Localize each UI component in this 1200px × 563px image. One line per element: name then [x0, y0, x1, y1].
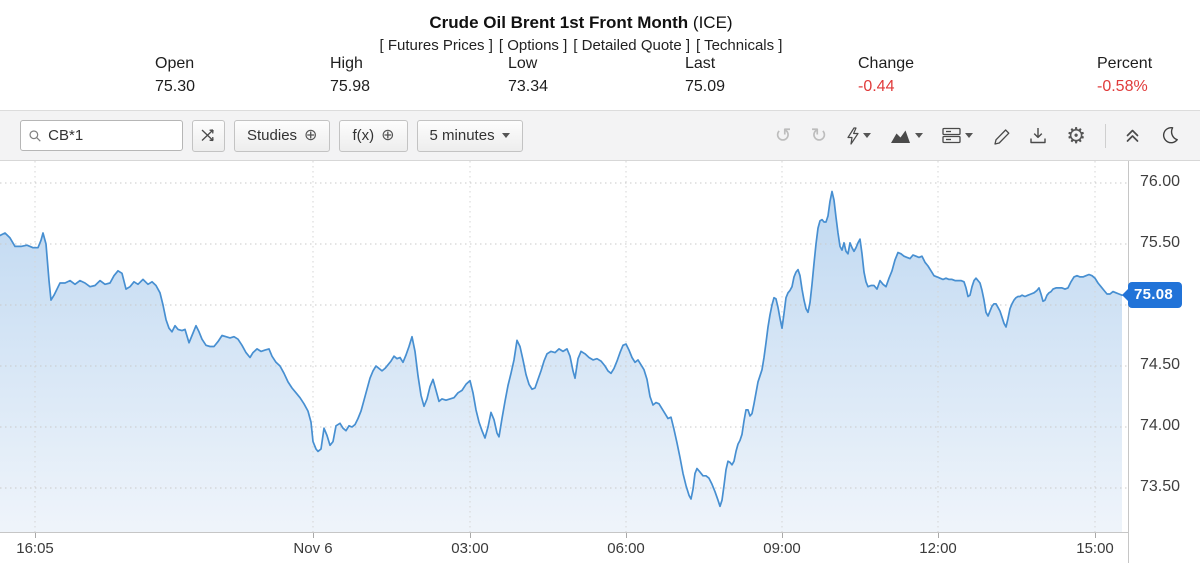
- price-label-4: 74.00: [1140, 416, 1181, 434]
- compare-button[interactable]: [192, 119, 225, 152]
- layout-panels-dropdown[interactable]: [942, 127, 974, 144]
- exchange-suffix: (ICE): [688, 13, 733, 32]
- settings-button[interactable]: ⚙: [1066, 122, 1086, 148]
- download-icon: [1030, 128, 1046, 144]
- chart-type-dropdown[interactable]: [890, 128, 924, 144]
- time-label-0: 16:05: [16, 540, 54, 557]
- quote-label-change: Change: [858, 55, 915, 72]
- time-tick: [782, 533, 783, 538]
- chevron-down-icon: [501, 133, 510, 138]
- symbol-name: Crude Oil Brent 1st Front Month: [429, 13, 689, 32]
- fx-expressions-button[interactable]: f(x) ⊕: [339, 119, 408, 152]
- quote-label-percent: Percent: [1097, 55, 1153, 72]
- quote-value-last: 75.09: [685, 78, 726, 95]
- price-line-chart: [0, 161, 1128, 532]
- undo-button[interactable]: ↺: [775, 126, 792, 146]
- quote-col-change: Change -0.44: [858, 55, 914, 96]
- quote-header: Crude Oil Brent 1st Front Month (ICE) [ …: [0, 0, 1200, 110]
- redo-icon: ↻: [810, 124, 828, 147]
- studies-label: Studies: [247, 127, 298, 144]
- add-circle-icon: ⊕: [381, 126, 395, 144]
- time-tick: [1095, 533, 1096, 538]
- studies-button[interactable]: Studies ⊕: [234, 119, 331, 152]
- add-circle-icon: ⊕: [304, 126, 318, 144]
- quote-label-high: High: [330, 55, 363, 72]
- collapse-toolbar-button[interactable]: [1125, 128, 1140, 143]
- time-label-3: 06:00: [607, 540, 645, 557]
- interval-dropdown[interactable]: 5 minutes: [416, 119, 523, 152]
- time-tick: [938, 533, 939, 538]
- time-label-2: 03:00: [451, 540, 489, 557]
- quote-label-last: Last: [685, 55, 716, 72]
- quote-links: [ Futures Prices ] [ Options ] [ Detailed …: [0, 37, 1162, 54]
- price-label-3: 74.50: [1140, 355, 1181, 373]
- quote-value-change: -0.44: [858, 78, 895, 95]
- quote-label-low: Low: [508, 55, 538, 72]
- layout-panels-icon: [942, 127, 961, 144]
- time-label-1: Nov 6: [293, 540, 333, 557]
- quote-col-percent: Percent -0.58%: [1097, 55, 1152, 96]
- quote-col-open: Open 75.30: [155, 55, 195, 96]
- time-tick: [626, 533, 627, 538]
- price-label-0: 76.00: [1140, 172, 1181, 190]
- quote-link-2[interactable]: [ Detailed Quote ]: [573, 37, 691, 54]
- interval-label: 5 minutes: [429, 127, 495, 144]
- time-label-6: 15:00: [1076, 540, 1114, 557]
- time-tick: [470, 533, 471, 538]
- quote-col-low: Low 73.34: [508, 55, 548, 96]
- quote-label-open: Open: [155, 55, 195, 72]
- price-chart-surface[interactable]: 16:05 Nov 6 03:00 06:00 09:00 12:00 15:00: [0, 161, 1128, 563]
- chart-region: 16:05 Nov 6 03:00 06:00 09:00 12:00 15:00 75.0…: [0, 161, 1200, 563]
- quote-link-1[interactable]: [ Options ]: [498, 37, 568, 54]
- quote-value-percent: -0.58%: [1097, 78, 1148, 95]
- quote-col-last: Last 75.09: [685, 55, 725, 96]
- collapse-toolbar-icon: [1126, 129, 1139, 142]
- page-title: Crude Oil Brent 1st Front Month (ICE): [0, 0, 1162, 33]
- last-price-value: 75.08: [1128, 282, 1183, 309]
- redo-button[interactable]: ↻: [811, 126, 828, 146]
- chevron-down-icon: [915, 133, 924, 138]
- price-label-1: 75.50: [1140, 233, 1181, 251]
- symbol-search-box[interactable]: [20, 120, 183, 151]
- time-label-5: 12:00: [919, 540, 957, 557]
- quick-tools-dropdown[interactable]: [846, 126, 872, 145]
- toolbar-divider: [1105, 123, 1106, 148]
- quote-value-open: 75.30: [155, 78, 196, 95]
- chart-type-icon: [891, 130, 911, 143]
- badge-arrow-icon: [1122, 287, 1130, 304]
- compare-shuffle-icon: [201, 129, 214, 142]
- time-tick: [35, 533, 36, 538]
- quote-value-high: 75.98: [330, 78, 371, 95]
- quote-col-high: High 75.98: [330, 55, 370, 96]
- flash-tools-icon: [847, 126, 859, 145]
- search-icon: [29, 129, 41, 142]
- time-axis: 16:05 Nov 6 03:00 06:00 09:00 12:00 15:00: [0, 532, 1128, 563]
- fx-label: f(x): [352, 127, 375, 144]
- time-tick: [313, 533, 314, 538]
- quote-link-0[interactable]: [ Futures Prices ]: [379, 37, 493, 54]
- download-button[interactable]: [1029, 127, 1047, 144]
- chevron-down-icon: [863, 133, 872, 138]
- last-price-badge: 75.08: [1122, 282, 1183, 309]
- dark-mode-moon-icon: [1162, 127, 1178, 144]
- settings-gear-icon: ⚙: [1066, 122, 1086, 148]
- symbol-search-input[interactable]: [48, 127, 174, 144]
- chart-toolbar: Studies ⊕ f(x) ⊕ 5 minutes ↺ ↻: [0, 110, 1200, 161]
- quote-link-3[interactable]: [ Technicals ]: [696, 37, 783, 54]
- price-label-5: 73.50: [1140, 477, 1181, 495]
- quote-value-low: 73.34: [508, 78, 549, 95]
- time-label-4: 09:00: [763, 540, 801, 557]
- draw-pencil-icon: [994, 128, 1010, 145]
- draw-tool-button[interactable]: [992, 127, 1010, 145]
- undo-icon: ↺: [774, 124, 792, 147]
- dark-mode-toggle[interactable]: [1159, 125, 1180, 146]
- chevron-down-icon: [965, 133, 974, 138]
